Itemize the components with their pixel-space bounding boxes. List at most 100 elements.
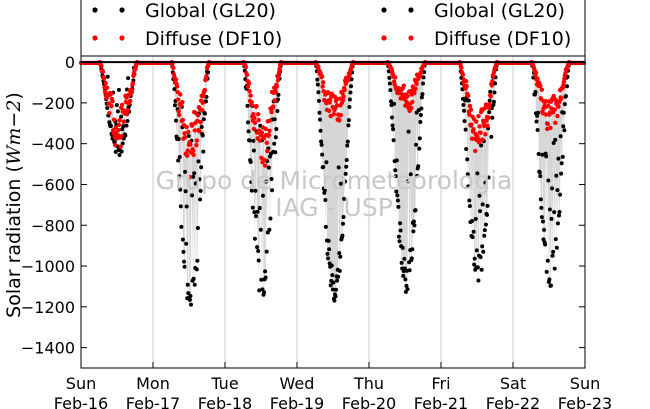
diffuse-data-point (412, 90, 417, 96)
global-data-point (418, 113, 423, 118)
global-data-point (463, 98, 468, 103)
global-data-point (179, 224, 184, 229)
diffuse-data-point (325, 89, 331, 95)
diffuse-data-point (185, 153, 190, 158)
diffuse-data-point (246, 81, 252, 86)
global-data-point (535, 128, 540, 133)
global-data-point (393, 168, 398, 173)
global-data-point (483, 180, 488, 185)
global-data-point (190, 193, 195, 198)
global-data-point (323, 224, 328, 229)
diffuse-data-point (198, 120, 203, 125)
global-data-point (548, 283, 553, 288)
global-data-point (256, 258, 261, 263)
global-data-point (484, 212, 489, 217)
global-data-point (411, 229, 416, 234)
global-data-point (180, 237, 185, 242)
global-data-point (273, 150, 278, 155)
diffuse-data-point (487, 101, 492, 107)
global-data-point (269, 176, 274, 181)
diffuse-data-point (326, 108, 332, 114)
diffuse-data-point (200, 108, 205, 113)
global-data-point (534, 119, 539, 124)
diffuse-data-point (173, 77, 179, 82)
global-data-point (343, 179, 348, 184)
global-data-point (536, 110, 541, 115)
global-data-point (348, 90, 353, 95)
global-data-point (547, 207, 552, 212)
global-data-point (245, 103, 250, 108)
global-data-point (252, 236, 257, 241)
global-data-point (264, 179, 269, 184)
global-data-point (250, 205, 255, 210)
diffuse-data-point (321, 80, 326, 85)
diffuse-data-point (328, 113, 333, 119)
diffuse-data-point (464, 84, 469, 89)
global-data-point (491, 99, 496, 104)
diffuse-data-point (471, 127, 476, 132)
vertical-grid (152, 56, 514, 368)
x-tick-label-day: Sat (500, 374, 526, 393)
diffuse-data-point (547, 110, 553, 115)
global-data-point (478, 255, 483, 260)
diffuse-data-point (337, 118, 342, 123)
global-data-point (415, 173, 420, 178)
global-data-point (328, 283, 333, 288)
global-data-point (394, 189, 399, 194)
global-data-point (194, 181, 199, 186)
global-data-point (479, 267, 484, 272)
legend-marker-global-1 (92, 7, 98, 13)
global-data-point (321, 164, 326, 169)
diffuse-data-point (259, 130, 265, 135)
global-data-point (245, 120, 250, 125)
global-data-point (186, 134, 191, 139)
legend-entry-global-2: Global (GL20) (381, 0, 565, 22)
global-data-point (467, 203, 472, 208)
diffuse-data-point (175, 97, 181, 102)
global-data-point (198, 188, 203, 193)
global-data-point (489, 134, 494, 139)
global-data-point (391, 138, 396, 143)
global-data-point (397, 239, 402, 244)
global-data-point (403, 277, 408, 282)
global-data-point (246, 129, 251, 134)
global-data-point (555, 221, 560, 226)
global-data-point (387, 75, 392, 80)
global-data-point (555, 188, 560, 193)
diffuse-data-point (546, 103, 551, 108)
x-tick-label-date: Feb-18 (198, 394, 252, 409)
global-data-point (276, 92, 281, 97)
global-data-point (550, 253, 555, 258)
global-data-point (196, 159, 201, 164)
diffuse-data-point (270, 104, 276, 109)
y-tick-label: −1400 (21, 339, 75, 358)
global-data-point (422, 70, 427, 75)
global-data-point (533, 90, 538, 95)
global-data-point (253, 188, 258, 193)
global-data-point (466, 184, 471, 189)
global-data-point (336, 274, 341, 279)
global-data-point (553, 237, 558, 242)
diffuse-data-point (130, 81, 136, 86)
global-data-point (121, 124, 126, 129)
global-data-point (256, 249, 261, 254)
global-data-point (340, 221, 345, 226)
diffuse-data-point (184, 124, 189, 130)
diffuse-data-point (125, 108, 130, 113)
diffuse-data-point (331, 111, 337, 117)
diffuse-data-point (486, 115, 491, 120)
global-data-point (335, 278, 340, 283)
global-data-point (474, 248, 479, 253)
global-data-point (539, 205, 544, 210)
diffuse-data-point (405, 93, 410, 99)
diffuse-data-point (189, 123, 195, 128)
x-tick-label-day: Sun (66, 374, 96, 393)
global-data-point (476, 278, 481, 283)
diffuse-data-point (178, 92, 183, 97)
diffuse-data-point (252, 115, 257, 121)
global-data-point (268, 216, 273, 221)
global-data-point (176, 136, 181, 141)
diffuse-data-point (128, 98, 133, 104)
global-data-point (556, 156, 561, 161)
global-data-point (316, 90, 321, 95)
